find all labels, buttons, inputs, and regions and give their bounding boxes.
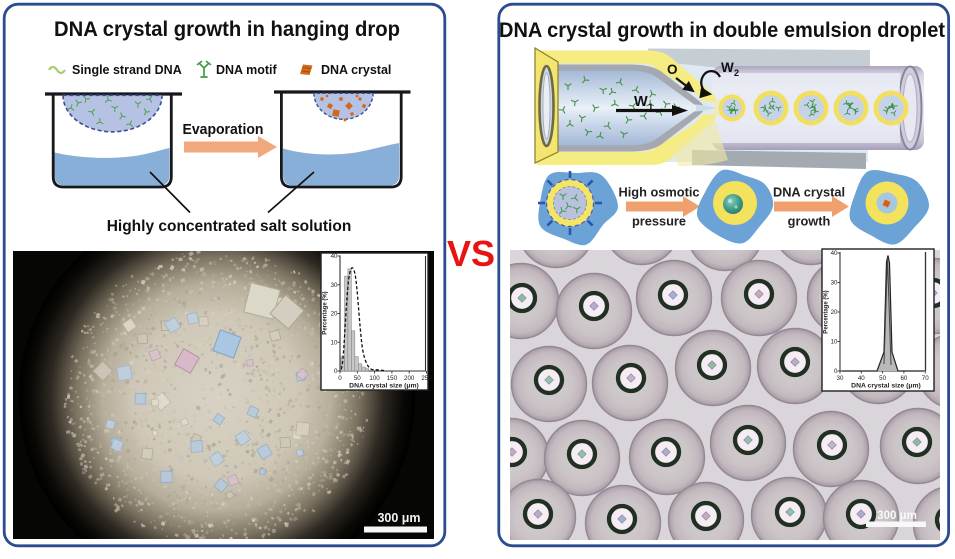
- svg-text:20: 20: [331, 311, 338, 318]
- svg-text:DNA motif: DNA motif: [216, 63, 277, 77]
- svg-text:High osmotic: High osmotic: [618, 185, 699, 200]
- svg-text:50: 50: [879, 375, 886, 382]
- svg-text:300 μm: 300 μm: [877, 510, 917, 522]
- svg-text:0: 0: [338, 375, 342, 382]
- svg-text:200: 200: [404, 375, 415, 382]
- svg-text:1: 1: [648, 102, 654, 113]
- svg-text:70: 70: [922, 375, 929, 382]
- svg-text:Highly concentrated salt solut: Highly concentrated salt solution: [107, 218, 352, 235]
- svg-text:DNA crystal: DNA crystal: [321, 63, 391, 77]
- svg-text:W: W: [634, 94, 648, 110]
- svg-text:0: 0: [834, 368, 838, 375]
- svg-text:10: 10: [831, 339, 838, 346]
- svg-text:30: 30: [837, 375, 844, 382]
- svg-text:Evaporation: Evaporation: [183, 121, 264, 138]
- svg-text:W: W: [721, 60, 734, 75]
- svg-text:DNA crystal growth in hanging: DNA crystal growth in hanging drop: [54, 18, 400, 41]
- svg-text:0: 0: [334, 368, 338, 375]
- svg-text:30: 30: [331, 282, 338, 289]
- svg-text:20: 20: [831, 309, 838, 316]
- svg-text:VS: VS: [447, 233, 495, 274]
- svg-text:growth: growth: [788, 214, 831, 229]
- svg-text:50: 50: [354, 375, 361, 382]
- svg-text:DNA crystal growth in double e: DNA crystal growth in double emulsion dr…: [499, 18, 945, 42]
- svg-text:100: 100: [369, 375, 380, 382]
- svg-text:40: 40: [858, 375, 865, 382]
- svg-text:2: 2: [734, 68, 739, 78]
- svg-text:Single strand DNA: Single strand DNA: [72, 63, 182, 77]
- svg-text:DNA crystal size (μm): DNA crystal size (μm): [349, 383, 419, 390]
- svg-text:30: 30: [831, 280, 838, 287]
- svg-text:60: 60: [900, 375, 907, 382]
- svg-text:40: 40: [331, 253, 338, 260]
- svg-text:150: 150: [387, 375, 398, 382]
- svg-text:DNA crystal size (μm): DNA crystal size (μm): [851, 383, 921, 390]
- svg-text:O: O: [667, 62, 678, 77]
- svg-text:300 μm: 300 μm: [377, 511, 420, 525]
- svg-text:Percentage (%): Percentage (%): [824, 290, 830, 333]
- svg-text:DNA crystal: DNA crystal: [773, 185, 845, 200]
- svg-text:40: 40: [831, 250, 838, 257]
- svg-text:pressure: pressure: [632, 214, 686, 229]
- svg-text:Percentage (%): Percentage (%): [323, 291, 329, 334]
- svg-text:10: 10: [331, 339, 338, 346]
- svg-text:250: 250: [421, 375, 432, 382]
